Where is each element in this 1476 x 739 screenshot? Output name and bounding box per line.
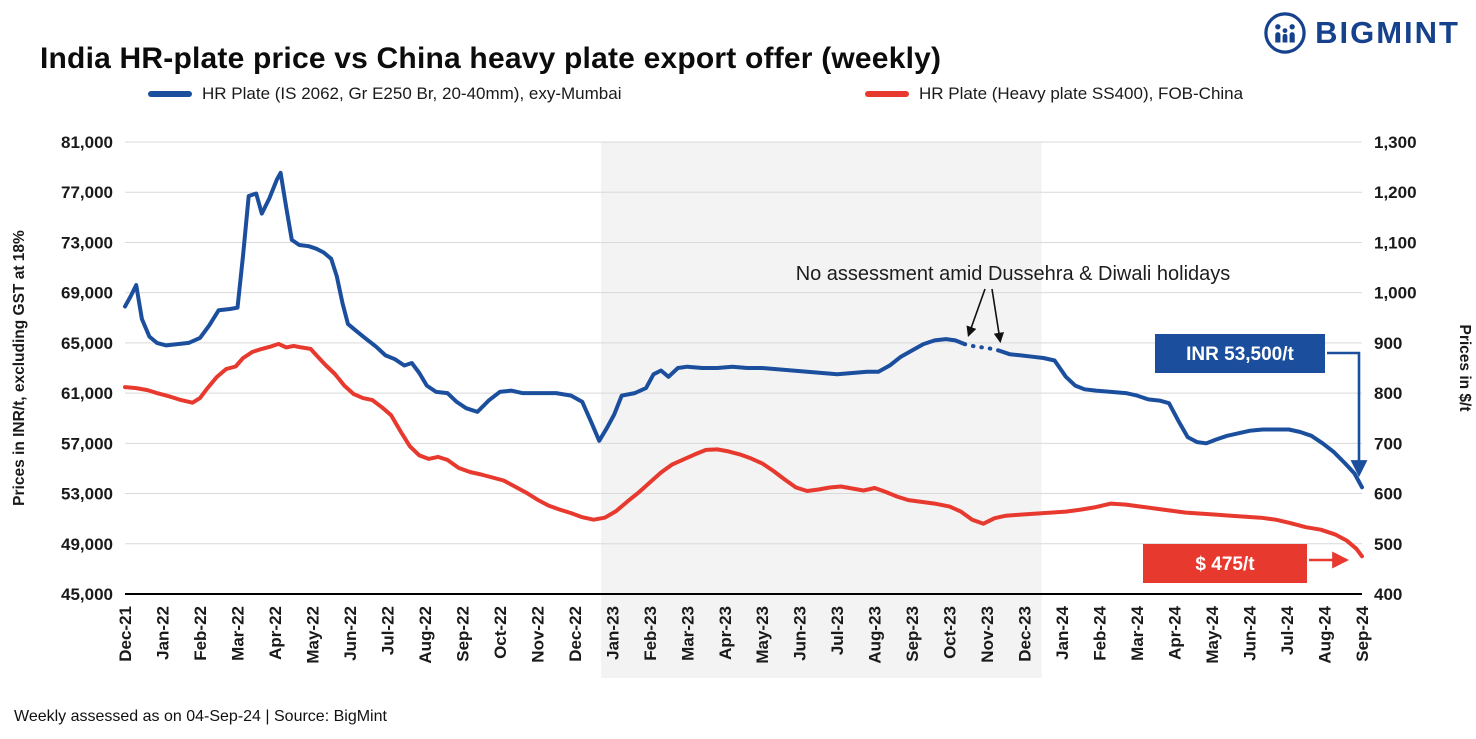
right-tick-label: 700 — [1374, 434, 1402, 453]
page-title: India HR-plate price vs China heavy plat… — [40, 42, 942, 76]
no-assessment-annotation: No assessment amid Dussehra & Diwali hol… — [796, 263, 1231, 285]
x-tick-label: Nov-22 — [528, 606, 547, 663]
india-hr-plate-line-dotted-no-assessment — [962, 342, 1001, 353]
x-tick-label: Dec-22 — [566, 606, 585, 662]
x-tick-label: May-24 — [1203, 605, 1222, 663]
x-tick-label: Dec-23 — [1016, 606, 1035, 662]
price-line-chart: 45,000 49,000 53,000 57,000 61,000 65,000 69,0… — [0, 128, 1476, 703]
right-tick-label: 800 — [1374, 384, 1402, 403]
left-tick-label: 49,000 — [61, 535, 113, 554]
x-tick-label: Feb-23 — [641, 606, 660, 661]
left-tick-label: 81,000 — [61, 133, 113, 152]
right-tick-label: 900 — [1374, 334, 1402, 353]
x-tick-label: Apr-23 — [716, 606, 735, 660]
legend-swatch-red — [865, 91, 909, 97]
india-hr-plate-line-solid-left — [123, 170, 967, 443]
highlight-band-2023 — [601, 142, 1042, 678]
right-tick-label: 1,100 — [1374, 233, 1417, 252]
left-tick-label: 45,000 — [61, 585, 113, 604]
x-tick-label: Aug-22 — [416, 606, 435, 664]
x-tick-label: Aug-24 — [1316, 605, 1335, 663]
x-tick-label: Jan-22 — [153, 606, 172, 660]
left-tick-label: 61,000 — [61, 384, 113, 403]
x-tick-label: Jul-23 — [828, 606, 847, 655]
usd-callout-text: $ 475/t — [1195, 554, 1255, 575]
x-tick-label: May-23 — [753, 606, 772, 664]
bigmint-logo-icon — [1264, 12, 1306, 54]
x-tick-label: Mar-23 — [678, 606, 697, 661]
left-tick-label: 57,000 — [61, 434, 113, 453]
inr-callout-text: INR 53,500/t — [1186, 344, 1294, 365]
bigmint-logo: BIGMINT — [1264, 12, 1460, 54]
chart-canvas: 45,000 49,000 53,000 57,000 61,000 65,000 69,0… — [11, 133, 1473, 678]
legend-swatch-blue — [148, 91, 192, 97]
x-tick-label: Oct-23 — [941, 606, 960, 659]
right-tick-label: 500 — [1374, 535, 1402, 554]
x-tick-label: Jan-24 — [1053, 605, 1072, 659]
india-hr-plate-line-solid-right — [996, 348, 1364, 490]
china-hr-plate-line — [123, 341, 1364, 559]
x-tick-label: Nov-23 — [978, 606, 997, 663]
x-tick-label: Apr-24 — [1166, 605, 1185, 659]
x-tick-label: Sep-24 — [1353, 605, 1372, 661]
bigmint-logo-text: BIGMINT — [1315, 15, 1460, 50]
annotation-arrow — [966, 288, 986, 337]
right-axis-title: Prices in $/t — [1456, 324, 1473, 411]
left-axis-title: Prices in INR/t, excluding GST at 18% — [11, 230, 28, 506]
x-tick-label: Jul-24 — [1278, 605, 1297, 655]
x-tick-label: May-22 — [303, 606, 322, 664]
x-tick-label: Sep-23 — [903, 606, 922, 662]
x-tick-label: Jun-22 — [341, 606, 360, 661]
left-tick-label: 77,000 — [61, 183, 113, 202]
x-tick-label: Jun-24 — [1241, 605, 1260, 660]
left-tick-label: 69,000 — [61, 284, 113, 303]
left-tick-label: 53,000 — [61, 485, 113, 504]
legend-label-china: HR Plate (Heavy plate SS400), FOB-China — [919, 84, 1244, 103]
x-tick-label: Oct-22 — [491, 606, 510, 659]
chart-legend: HR Plate (IS 2062, Gr E250 Br, 20-40mm),… — [0, 84, 1476, 112]
x-tick-label: Jul-22 — [378, 606, 397, 655]
x-tick-label: Jun-23 — [791, 606, 810, 661]
chart-footer: Weekly assessed as on 04-Sep-24 | Source… — [14, 708, 387, 725]
right-tick-label: 1,000 — [1374, 284, 1417, 303]
x-tick-label: Dec-21 — [116, 606, 135, 662]
x-tick-label: Sep-22 — [453, 606, 472, 662]
x-tick-label: Mar-22 — [228, 606, 247, 661]
right-tick-label: 1,300 — [1374, 133, 1417, 152]
x-tick-label: Apr-22 — [266, 606, 285, 660]
x-tick-label: Feb-24 — [1091, 605, 1110, 660]
x-tick-label: Jan-23 — [603, 606, 622, 660]
legend-item-india: HR Plate (IS 2062, Gr E250 Br, 20-40mm),… — [148, 84, 622, 104]
usd-callout-box — [1143, 544, 1307, 583]
right-tick-label: 600 — [1374, 485, 1402, 504]
right-tick-label: 400 — [1374, 585, 1402, 604]
x-tick-label: Aug-23 — [866, 606, 885, 664]
inr-callout-box — [1155, 334, 1325, 373]
inr-callout-arrow — [1327, 351, 1368, 478]
x-tick-label: Mar-24 — [1128, 605, 1147, 660]
left-tick-label: 73,000 — [61, 233, 113, 252]
annotation-arrow — [991, 288, 1005, 344]
legend-item-china: HR Plate (Heavy plate SS400), FOB-China — [865, 84, 1243, 104]
left-tick-label: 65,000 — [61, 334, 113, 353]
legend-label-india: HR Plate (IS 2062, Gr E250 Br, 20-40mm),… — [202, 84, 622, 103]
x-tick-label: Feb-22 — [191, 606, 210, 661]
right-tick-label: 1,200 — [1374, 183, 1417, 202]
